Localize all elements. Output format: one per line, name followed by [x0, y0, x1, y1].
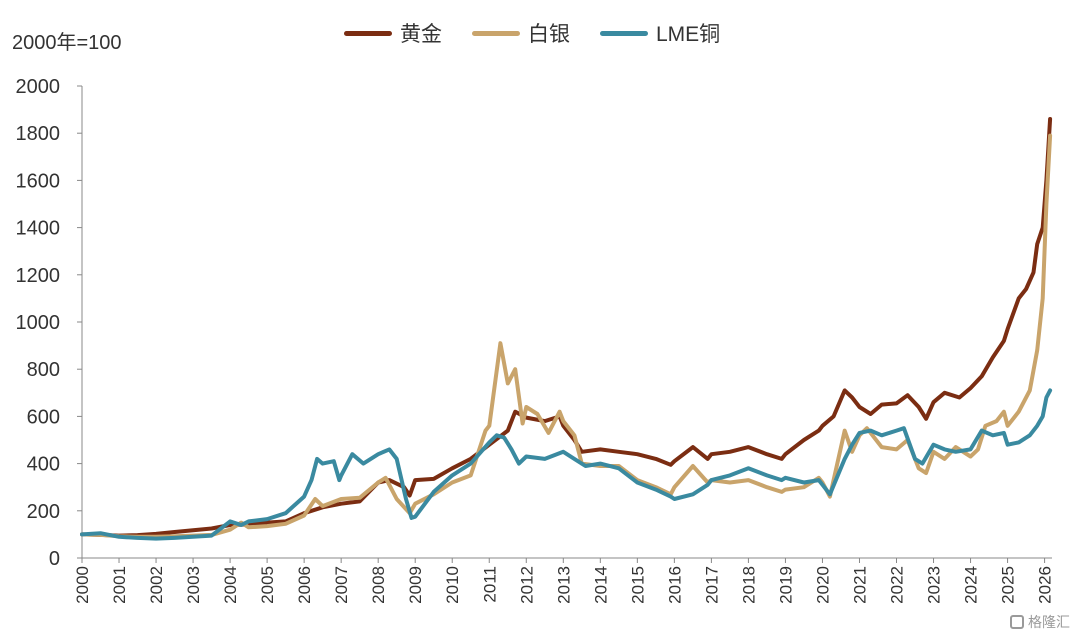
- x-tick-label: 2025: [999, 566, 1018, 604]
- unit-label: 2000年=100: [12, 32, 122, 54]
- x-tick-label: 2009: [406, 566, 425, 604]
- watermark-text: 格隆汇: [1028, 614, 1070, 630]
- x-tick-label: 2013: [554, 566, 573, 604]
- y-tick-label: 800: [27, 359, 60, 381]
- y-tick-label: 1800: [16, 123, 61, 145]
- chart-legend: 黄金 白银 LME铜: [344, 18, 720, 48]
- y-tick-label: 0: [49, 548, 60, 570]
- y-tick-label: 1400: [16, 218, 61, 240]
- x-tick-label: 2016: [665, 566, 684, 604]
- x-tick-label: 2012: [517, 566, 536, 604]
- watermark-logo-icon: [1010, 615, 1024, 629]
- legend-label-silver: 白银: [528, 23, 570, 46]
- chart-series: [80, 117, 1053, 541]
- x-tick-label: 2026: [1036, 566, 1055, 604]
- x-tick-label: 2024: [962, 566, 981, 604]
- watermark: 格隆汇: [1010, 612, 1070, 632]
- x-tick-label: 2001: [110, 566, 129, 604]
- x-tick-label: 2015: [628, 566, 647, 604]
- legend-item-silver: 白银: [472, 18, 570, 48]
- y-tick-label: 1600: [16, 170, 61, 192]
- x-tick-label: 2010: [443, 566, 462, 604]
- chart-axes: 0 200 400 600 800 1000 1200 1400 1600 1800 2000 200…: [16, 76, 1055, 604]
- x-tick-label: 2017: [702, 566, 721, 604]
- x-tick-label: 2000: [73, 566, 92, 604]
- x-tick-label: 2007: [332, 566, 351, 604]
- y-tick-label: 200: [27, 501, 60, 523]
- legend-item-gold: 黄金: [344, 18, 442, 48]
- x-tick-label: 2018: [739, 566, 758, 604]
- x-tick-label: 2006: [295, 566, 314, 604]
- x-tick-label: 2019: [776, 566, 795, 604]
- legend-swatch-silver: [472, 30, 520, 36]
- x-tick-label: 2002: [147, 566, 166, 604]
- series-line-copper: [80, 388, 1053, 541]
- x-tick-label: 2021: [850, 566, 869, 604]
- legend-swatch-copper: [600, 30, 648, 36]
- x-tick-label: 2014: [591, 566, 610, 604]
- y-tick-label: 600: [27, 406, 60, 428]
- y-tick-label: 1200: [16, 265, 61, 287]
- x-tick-label: 2022: [888, 566, 907, 604]
- x-tick-label: 2020: [813, 566, 832, 604]
- x-tick-label: 2005: [258, 566, 277, 604]
- legend-label-gold: 黄金: [400, 23, 442, 46]
- x-tick-label: 2011: [480, 566, 499, 603]
- x-tick-label: 2003: [184, 566, 203, 604]
- y-tick-label: 400: [27, 454, 60, 476]
- legend-label-copper: LME铜: [656, 23, 721, 46]
- legend-item-copper: LME铜: [600, 18, 720, 48]
- y-tick-label: 2000: [16, 76, 61, 98]
- series-line-gold: [80, 117, 1053, 538]
- legend-swatch-gold: [344, 30, 392, 36]
- x-tick-label: 2008: [369, 566, 388, 604]
- series-line-silver: [80, 133, 1053, 539]
- y-tick-label: 1000: [16, 312, 61, 334]
- x-tick-label: 2004: [221, 566, 240, 604]
- x-tick-label: 2023: [925, 566, 944, 604]
